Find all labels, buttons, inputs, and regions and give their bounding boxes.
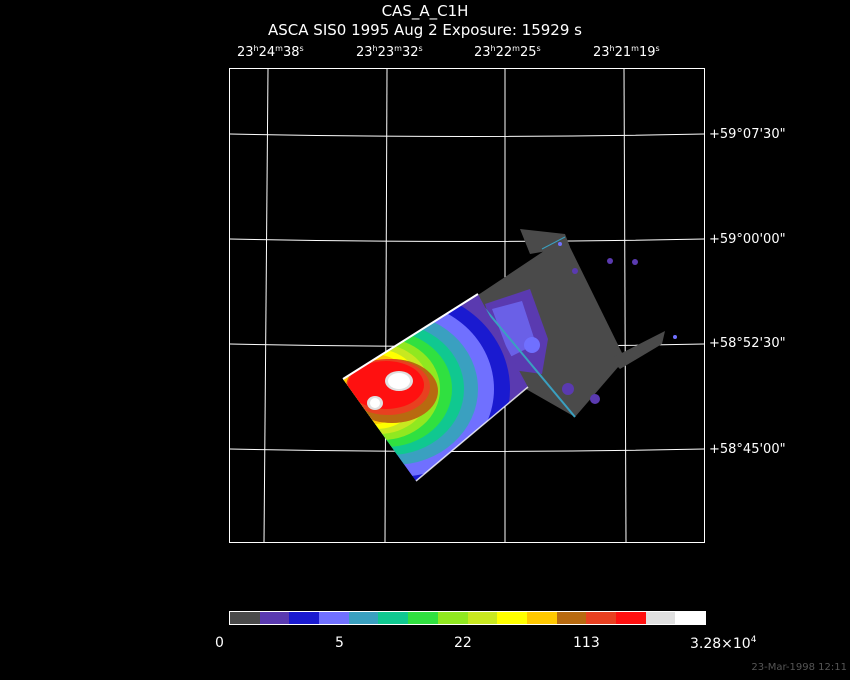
color-scale-bar xyxy=(229,611,706,625)
ra-label: 23h22m25s xyxy=(474,44,541,60)
colorbar-segment xyxy=(526,612,557,624)
colorbar-segment xyxy=(348,612,379,624)
dec-label: +59°07'30" xyxy=(709,127,786,142)
colorbar-segment xyxy=(259,612,290,624)
ra-label: 23h24m38s xyxy=(237,44,304,60)
colorbar-segment xyxy=(586,612,616,624)
dec-label: +59°00'00" xyxy=(709,232,786,247)
ra-label: 23h23m32s xyxy=(356,44,423,60)
colorbar-label: 113 xyxy=(573,635,600,651)
observation-info: ASCA SIS0 1995 Aug 2 Exposure: 15929 s xyxy=(268,21,582,39)
detector-chip-faint xyxy=(474,229,677,418)
sky-image-plot xyxy=(229,68,705,543)
colorbar-label: 0 xyxy=(215,635,224,651)
colorbar-segment xyxy=(556,612,587,624)
colorbar-segment xyxy=(467,612,498,624)
colorbar-segment xyxy=(289,612,320,624)
colorbar-segment xyxy=(675,612,705,624)
colorbar-segment xyxy=(378,612,409,624)
sky-image xyxy=(229,68,705,543)
colorbar-segment xyxy=(615,612,646,624)
ra-label: 23h21m19s xyxy=(593,44,660,60)
dec-label: +58°52'30" xyxy=(709,336,786,351)
timestamp: 23-Mar-1998 12:11 xyxy=(751,662,847,673)
colorbar-max-label: 3.28×104 xyxy=(690,635,757,652)
colorbar-label: 5 xyxy=(335,635,344,651)
colorbar-segment xyxy=(645,612,676,624)
image-title: CAS_A_C1H xyxy=(381,2,469,20)
colorbar-segment xyxy=(408,612,438,624)
colorbar-segment xyxy=(497,612,527,624)
colorbar-segment xyxy=(319,612,349,624)
colorbar-label: 22 xyxy=(454,635,472,651)
dec-label: +58°45'00" xyxy=(709,442,786,457)
colorbar-segment xyxy=(230,612,260,624)
colorbar-segment xyxy=(437,612,468,624)
